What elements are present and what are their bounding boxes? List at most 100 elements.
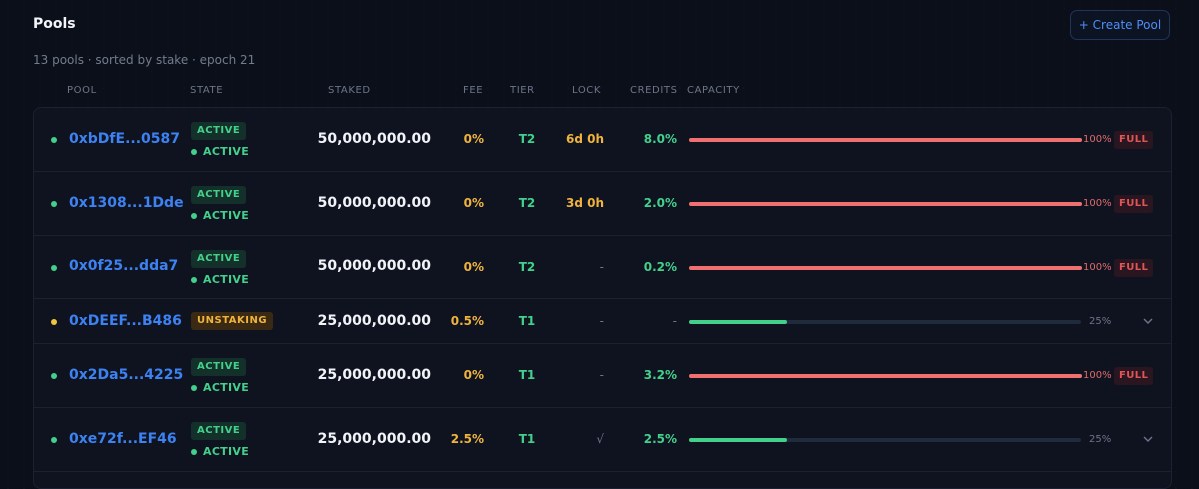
fee-value: 2.5% <box>450 432 484 446</box>
fee-value: 0.5% <box>450 314 484 328</box>
state-badge: ACTIVE <box>191 250 247 268</box>
column-header-lock[interactable]: LOCK <box>572 85 602 96</box>
state-badge: ACTIVE <box>191 358 247 376</box>
fee-value: 0% <box>463 368 484 382</box>
lock-value: - <box>599 368 604 382</box>
page-subtitle: 13 pools · sorted by stake · epoch 21 <box>33 53 256 67</box>
state-label: ACTIVE <box>203 209 250 222</box>
tier-value: T1 <box>518 432 536 446</box>
capacity-bar <box>689 438 1081 442</box>
capacity-percent: 100% <box>1083 262 1112 273</box>
tier-value: T2 <box>518 132 536 146</box>
credits-value: 8.0% <box>643 132 677 146</box>
tier-value: T2 <box>518 196 536 210</box>
state-label: ACTIVE <box>203 381 250 394</box>
capacity-percent: 100% <box>1083 198 1112 209</box>
capacity-percent: 100% <box>1083 134 1112 145</box>
chevron-down-icon[interactable] <box>1142 315 1154 327</box>
capacity-percent: 25% <box>1089 316 1112 327</box>
staked-amount: 50,000,000.00 <box>317 195 431 211</box>
fee-value: 0% <box>463 260 484 274</box>
table-row[interactable]: 0xbDfE...0587 ACTIVE ACTIVE 50,000,000.0… <box>34 108 1171 172</box>
state-dot-icon <box>191 212 197 219</box>
capacity-bar-fill <box>689 266 1082 270</box>
state-dot-icon <box>191 276 197 283</box>
state-badge: ACTIVE <box>191 186 247 204</box>
status-dot <box>51 437 57 443</box>
state-indicator: ACTIVE <box>191 445 249 458</box>
capacity-bar <box>689 320 1081 324</box>
pool-address-link[interactable]: 0x2Da5...4225 <box>69 367 184 383</box>
pool-address-link[interactable]: 0xDEEF...B486 <box>69 313 182 329</box>
column-header-tier[interactable]: TIER <box>510 85 535 96</box>
page-title: Pools <box>33 16 76 32</box>
capacity-bar-fill <box>689 438 787 442</box>
staked-amount: 25,000,000.00 <box>317 431 431 447</box>
full-badge: FULL <box>1114 259 1154 277</box>
status-dot <box>51 137 57 143</box>
chevron-down-icon[interactable] <box>1142 433 1154 445</box>
state-badge: ACTIVE <box>191 422 247 440</box>
staked-amount: 25,000,000.00 <box>317 367 431 383</box>
capacity-bar-fill <box>689 320 787 324</box>
capacity-bar <box>689 138 1082 142</box>
state-badge: UNSTAKING <box>191 312 274 330</box>
column-header-pool[interactable]: POOL <box>67 85 97 96</box>
create-pool-button[interactable]: + Create Pool <box>1070 10 1170 40</box>
full-badge: FULL <box>1114 131 1154 149</box>
pool-address-link[interactable]: 0x0f25...dda7 <box>69 258 179 274</box>
staked-amount: 50,000,000.00 <box>317 131 431 147</box>
column-header-fee[interactable]: FEE <box>463 85 484 96</box>
capacity-bar-fill <box>689 374 1082 378</box>
pools-table: 0xbDfE...0587 ACTIVE ACTIVE 50,000,000.0… <box>33 107 1172 489</box>
state-dot-icon <box>191 384 197 391</box>
state-label: ACTIVE <box>203 273 250 286</box>
capacity-bar-fill <box>689 138 1082 142</box>
tier-value: T1 <box>518 314 536 328</box>
state-dot-icon <box>191 448 197 455</box>
capacity-bar <box>689 266 1082 270</box>
lock-value: √ <box>596 432 604 446</box>
status-dot <box>51 265 57 271</box>
status-dot <box>51 373 57 379</box>
pool-address-link[interactable]: 0xe72f...EF46 <box>69 431 177 447</box>
pool-address-link[interactable]: 0x1308...1Dde <box>69 195 184 211</box>
tier-value: T2 <box>518 260 536 274</box>
state-dot-icon <box>191 148 197 155</box>
column-header-staked[interactable]: STAKED <box>328 85 371 96</box>
credits-value: 0.2% <box>643 260 677 274</box>
state-indicator: ACTIVE <box>191 209 249 222</box>
state-label: ACTIVE <box>203 445 250 458</box>
staked-amount: 50,000,000.00 <box>317 258 431 274</box>
capacity-bar <box>689 374 1082 378</box>
table-row[interactable]: 0x2Da5...4225 ACTIVE ACTIVE 25,000,000.0… <box>34 344 1171 408</box>
fee-value: 0% <box>463 196 484 210</box>
staked-amount: 25,000,000.00 <box>317 313 431 329</box>
credits-value: 3.2% <box>643 368 677 382</box>
state-indicator: ACTIVE <box>191 145 249 158</box>
capacity-bar <box>689 202 1082 206</box>
column-header-capacity[interactable]: CAPACITY <box>687 85 740 96</box>
lock-value: - <box>599 260 604 274</box>
table-row[interactable]: 0x0f25...dda7 ACTIVE ACTIVE 50,000,000.0… <box>34 236 1171 299</box>
status-dot <box>51 319 57 325</box>
credits-value: 2.5% <box>643 432 677 446</box>
table-row[interactable]: 0xe72f...EF46 ACTIVE ACTIVE 25,000,000.0… <box>34 408 1171 472</box>
state-badge: ACTIVE <box>191 122 247 140</box>
full-badge: FULL <box>1114 195 1154 213</box>
capacity-percent: 100% <box>1083 370 1112 381</box>
column-header-credits[interactable]: CREDITS <box>630 85 678 96</box>
state-indicator: ACTIVE <box>191 273 249 286</box>
status-dot <box>51 201 57 207</box>
tier-value: T1 <box>518 368 536 382</box>
capacity-bar-fill <box>689 202 1082 206</box>
lock-value: 3d 0h <box>565 196 604 210</box>
state-label: ACTIVE <box>203 145 250 158</box>
pool-address-link[interactable]: 0xbDfE...0587 <box>69 131 180 147</box>
fee-value: 0% <box>463 132 484 146</box>
lock-value: - <box>599 314 604 328</box>
table-row[interactable]: 0xDEEF...B486 UNSTAKING 25,000,000.00 0.… <box>34 299 1171 344</box>
full-badge: FULL <box>1114 367 1154 385</box>
column-header-state[interactable]: STATE <box>190 85 224 96</box>
table-row[interactable]: 0x1308...1Dde ACTIVE ACTIVE 50,000,000.0… <box>34 172 1171 236</box>
